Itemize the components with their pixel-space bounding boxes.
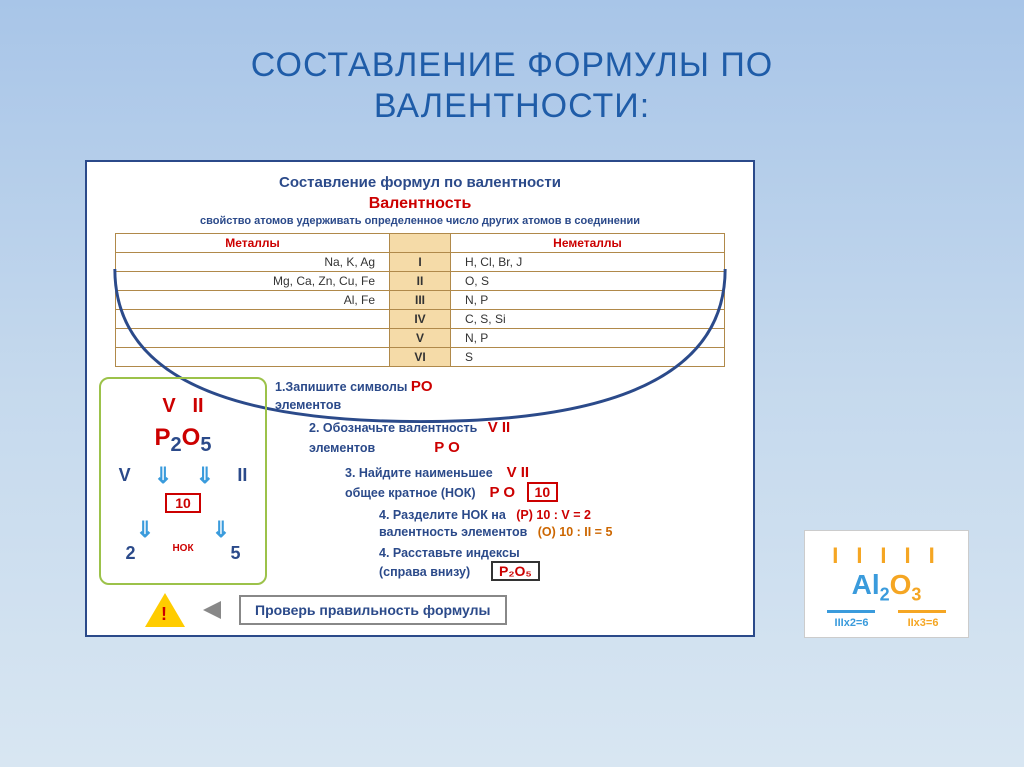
cell-metals: [116, 329, 390, 348]
main-diagram: Составление формул по валентности Валент…: [85, 160, 755, 637]
cell-roman: I: [390, 253, 451, 272]
col-nonmetals: Неметаллы: [450, 234, 724, 253]
cell-roman: VI: [390, 348, 451, 367]
cell-metals: Al, Fe: [116, 291, 390, 310]
algo-sub-p: 2: [171, 434, 182, 456]
cell-nonmetals: H, Cl, Br, J: [450, 253, 724, 272]
steps-area: V II P2O5 V ⇓ ⇓ II 10 ⇓ ⇓ 2 НОК 5: [95, 377, 745, 585]
arrow-down-icon: ⇓: [196, 463, 214, 489]
table-row: VN, P: [116, 329, 725, 348]
table-row: Na, K, AgIH, Cl, Br, J: [116, 253, 725, 272]
algo-bottom-left: 2: [125, 543, 135, 564]
cell-nonmetals: C, S, Si: [450, 310, 724, 329]
steps-list: 1.Запишите символы PO элементов 2. Обозн…: [275, 377, 741, 585]
example-underlines: [815, 610, 958, 613]
example-calcs: IIIx2=6 IIx3=6: [815, 617, 958, 629]
cell-roman: IV: [390, 310, 451, 329]
valency-table: Металлы Неметаллы Na, K, AgIH, Cl, Br, J…: [115, 233, 725, 367]
step-2: 2. Обозначьте валентность V II элементов…: [309, 418, 741, 459]
cell-nonmetals: O, S: [450, 272, 724, 291]
side-example: IIIII Al2O3 IIIx2=6 IIx3=6: [804, 530, 969, 638]
algo-top-v: V: [162, 395, 175, 417]
step-5: 4. Расставьте индексы (справа внизу) P₂O…: [379, 545, 741, 581]
step-3: 3. Найдите наименьшее V II общее кратное…: [345, 463, 741, 504]
algo-right-ii: II: [237, 465, 247, 486]
algo-top-ii: II: [192, 395, 203, 417]
arrow-down-icon: ⇓: [212, 517, 230, 543]
example-romans: IIIII: [815, 543, 958, 569]
cell-metals: [116, 310, 390, 329]
algo-nok: 10: [165, 493, 201, 513]
check-text: Проверь правильность формулы: [239, 595, 507, 625]
table-row: Al, FeIIIN, P: [116, 291, 725, 310]
check-row: Проверь правильность формулы: [95, 593, 745, 627]
algo-sub-o: 5: [200, 434, 211, 456]
arrow-left-icon: [203, 601, 221, 619]
table-row: VIS: [116, 348, 725, 367]
valency-definition: свойство атомов удерживать определенное …: [95, 215, 745, 227]
algo-o: O: [182, 424, 201, 451]
algo-nok-label: НОК: [172, 543, 193, 564]
step-1: 1.Запишите символы PO элементов: [275, 377, 741, 414]
cell-nonmetals: N, P: [450, 291, 724, 310]
arrow-down-icon: ⇓: [136, 517, 154, 543]
algo-bottom-right: 5: [231, 543, 241, 564]
title-line2: ВАЛЕНТНОСТИ:: [374, 87, 650, 125]
cell-roman: II: [390, 272, 451, 291]
cell-metals: Na, K, Ag: [116, 253, 390, 272]
col-roman: [390, 234, 451, 253]
warning-icon: [145, 593, 185, 627]
algo-left-v: V: [119, 465, 131, 486]
valency-table-wrap: Металлы Неметаллы Na, K, AgIH, Cl, Br, J…: [115, 233, 725, 367]
col-metals: Металлы: [116, 234, 390, 253]
valency-title: Валентность: [95, 195, 745, 213]
cell-metals: Mg, Ca, Zn, Cu, Fe: [116, 272, 390, 291]
cell-roman: III: [390, 291, 451, 310]
cell-roman: V: [390, 329, 451, 348]
slide-title: СОСТАВЛЕНИЕ ФОРМУЛЫ ПО ВАЛЕНТНОСТИ:: [0, 0, 1024, 127]
example-formula: Al2O3: [815, 569, 958, 606]
arrow-down-icon: ⇓: [154, 463, 172, 489]
cell-nonmetals: N, P: [450, 329, 724, 348]
cell-nonmetals: S: [450, 348, 724, 367]
table-row: Mg, Ca, Zn, Cu, FeIIO, S: [116, 272, 725, 291]
diagram-header: Составление формул по валентности: [95, 174, 745, 191]
algo-p: P: [155, 424, 171, 451]
title-line1: СОСТАВЛЕНИЕ ФОРМУЛЫ ПО: [251, 46, 774, 84]
step-4: 4. Разделите НОК на (P) 10 : V = 2 вален…: [379, 507, 741, 541]
cell-metals: [116, 348, 390, 367]
algorithm-box: V II P2O5 V ⇓ ⇓ II 10 ⇓ ⇓ 2 НОК 5: [99, 377, 267, 585]
table-row: IVC, S, Si: [116, 310, 725, 329]
